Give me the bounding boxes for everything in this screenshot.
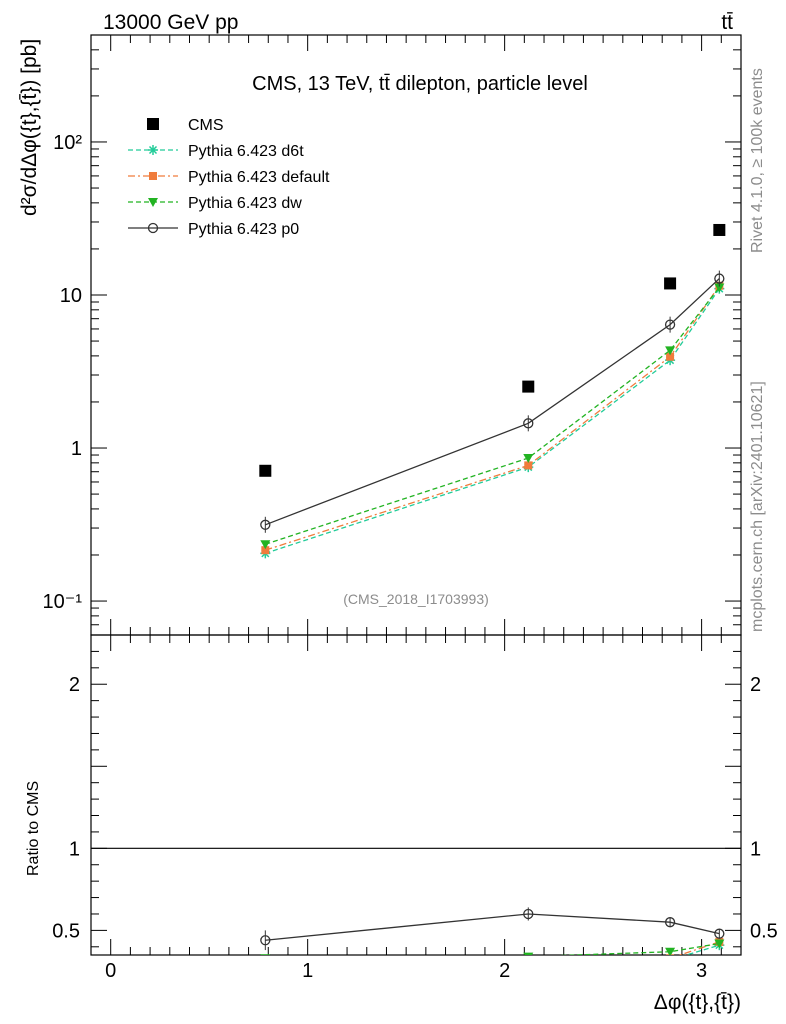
ratio-point [261, 959, 269, 967]
ratio-point [523, 952, 534, 955]
legend-label: CMS [188, 117, 224, 134]
ratio-line [677, 941, 720, 955]
ratio-panel-frame [90, 634, 742, 956]
source-label: mcplots.cern.ch [arXiv:2401.10621] [749, 381, 766, 632]
ratio-point [664, 917, 676, 928]
data-point [260, 540, 271, 550]
data-point [260, 519, 271, 530]
legend-label: Pythia 6.423 p0 [188, 221, 299, 238]
y-axis-label-ratio: Ratio to CMS [25, 781, 42, 876]
ratio-y-tick-label: 0.5 [52, 920, 80, 942]
x-tick-label: 0 [105, 960, 116, 982]
y-tick-label: 10⁻¹ [43, 591, 83, 613]
x-axis-label: Δφ({t},{t̄}) [654, 991, 741, 1014]
data-point [523, 454, 534, 464]
data-point [261, 546, 270, 555]
x-tick-label: 2 [499, 960, 510, 982]
ratio-point [714, 939, 725, 949]
ratio-y-tick-label: 2 [69, 674, 80, 696]
legend-label: Pythia 6.423 dw [188, 195, 302, 212]
data-point [665, 346, 676, 356]
ratio-point [260, 954, 271, 955]
legend-marker [147, 222, 159, 234]
legend-marker [149, 172, 157, 180]
x-tick-label: 1 [302, 960, 313, 982]
ratio-line [556, 942, 720, 955]
chart-title: CMS, 13 TeV, tt̄ dilepton, particle leve… [252, 73, 588, 95]
ratio-point [260, 935, 271, 946]
watermark: (CMS_2018_I1703993) [343, 591, 489, 607]
series-line [265, 288, 720, 554]
y-tick-label: 10² [53, 132, 82, 154]
ratio-series [260, 907, 725, 970]
legend-marker [148, 198, 158, 207]
series-line [265, 285, 720, 551]
ratio-point [523, 958, 533, 968]
legend-label: Pythia 6.423 d6t [188, 143, 304, 160]
ratio-y-tick-label-right: 2 [750, 674, 761, 696]
data-point [664, 277, 677, 290]
y-axis-label-main: d²σ/dΔφ({t},{t̄}) [pb] [18, 39, 41, 216]
process-label: tt̄ [721, 11, 733, 34]
main-series [259, 223, 726, 559]
y-tick-label: 10 [60, 285, 82, 307]
ratio-y-tick-label-right: 1 [750, 838, 761, 860]
series-line [265, 287, 720, 545]
data-point [522, 380, 535, 393]
ratio-point [714, 928, 725, 939]
ratio-y-tick-label-right: 0.5 [750, 920, 778, 942]
data-point [524, 461, 533, 470]
data-point [664, 319, 676, 330]
axis-ticks [91, 34, 741, 955]
ratio-point [523, 908, 534, 920]
legend-marker [147, 118, 159, 130]
rivet-label: Rivet 4.1.0, ≥ 100k events [749, 68, 766, 253]
legend-label: Pythia 6.423 default [188, 169, 330, 186]
ratio-y-tick-label: 1 [69, 838, 80, 860]
legend-marker [148, 145, 158, 155]
series-line [265, 278, 720, 526]
tick-labels: 0 1 2 3 10⁻¹ 1 10 10² 0.5 0.5 1 1 2 2 [43, 132, 778, 982]
data-point [523, 418, 534, 429]
y-tick-label: 1 [71, 438, 82, 460]
energy-label: 13000 GeV pp [103, 11, 238, 34]
x-tick-label: 3 [696, 960, 707, 982]
ratio-point [669, 954, 671, 955]
data-point [714, 273, 725, 284]
data-point [259, 464, 272, 477]
legend: CMS Pythia 6.423 d6t Pythia 6.423 default P… [128, 117, 330, 238]
data-point [666, 352, 675, 361]
data-point [713, 223, 726, 236]
ratio-point [260, 960, 270, 970]
data-point [714, 283, 725, 293]
ratio-point [524, 958, 532, 966]
ratio-point [665, 947, 676, 955]
ratio-line [265, 913, 720, 941]
